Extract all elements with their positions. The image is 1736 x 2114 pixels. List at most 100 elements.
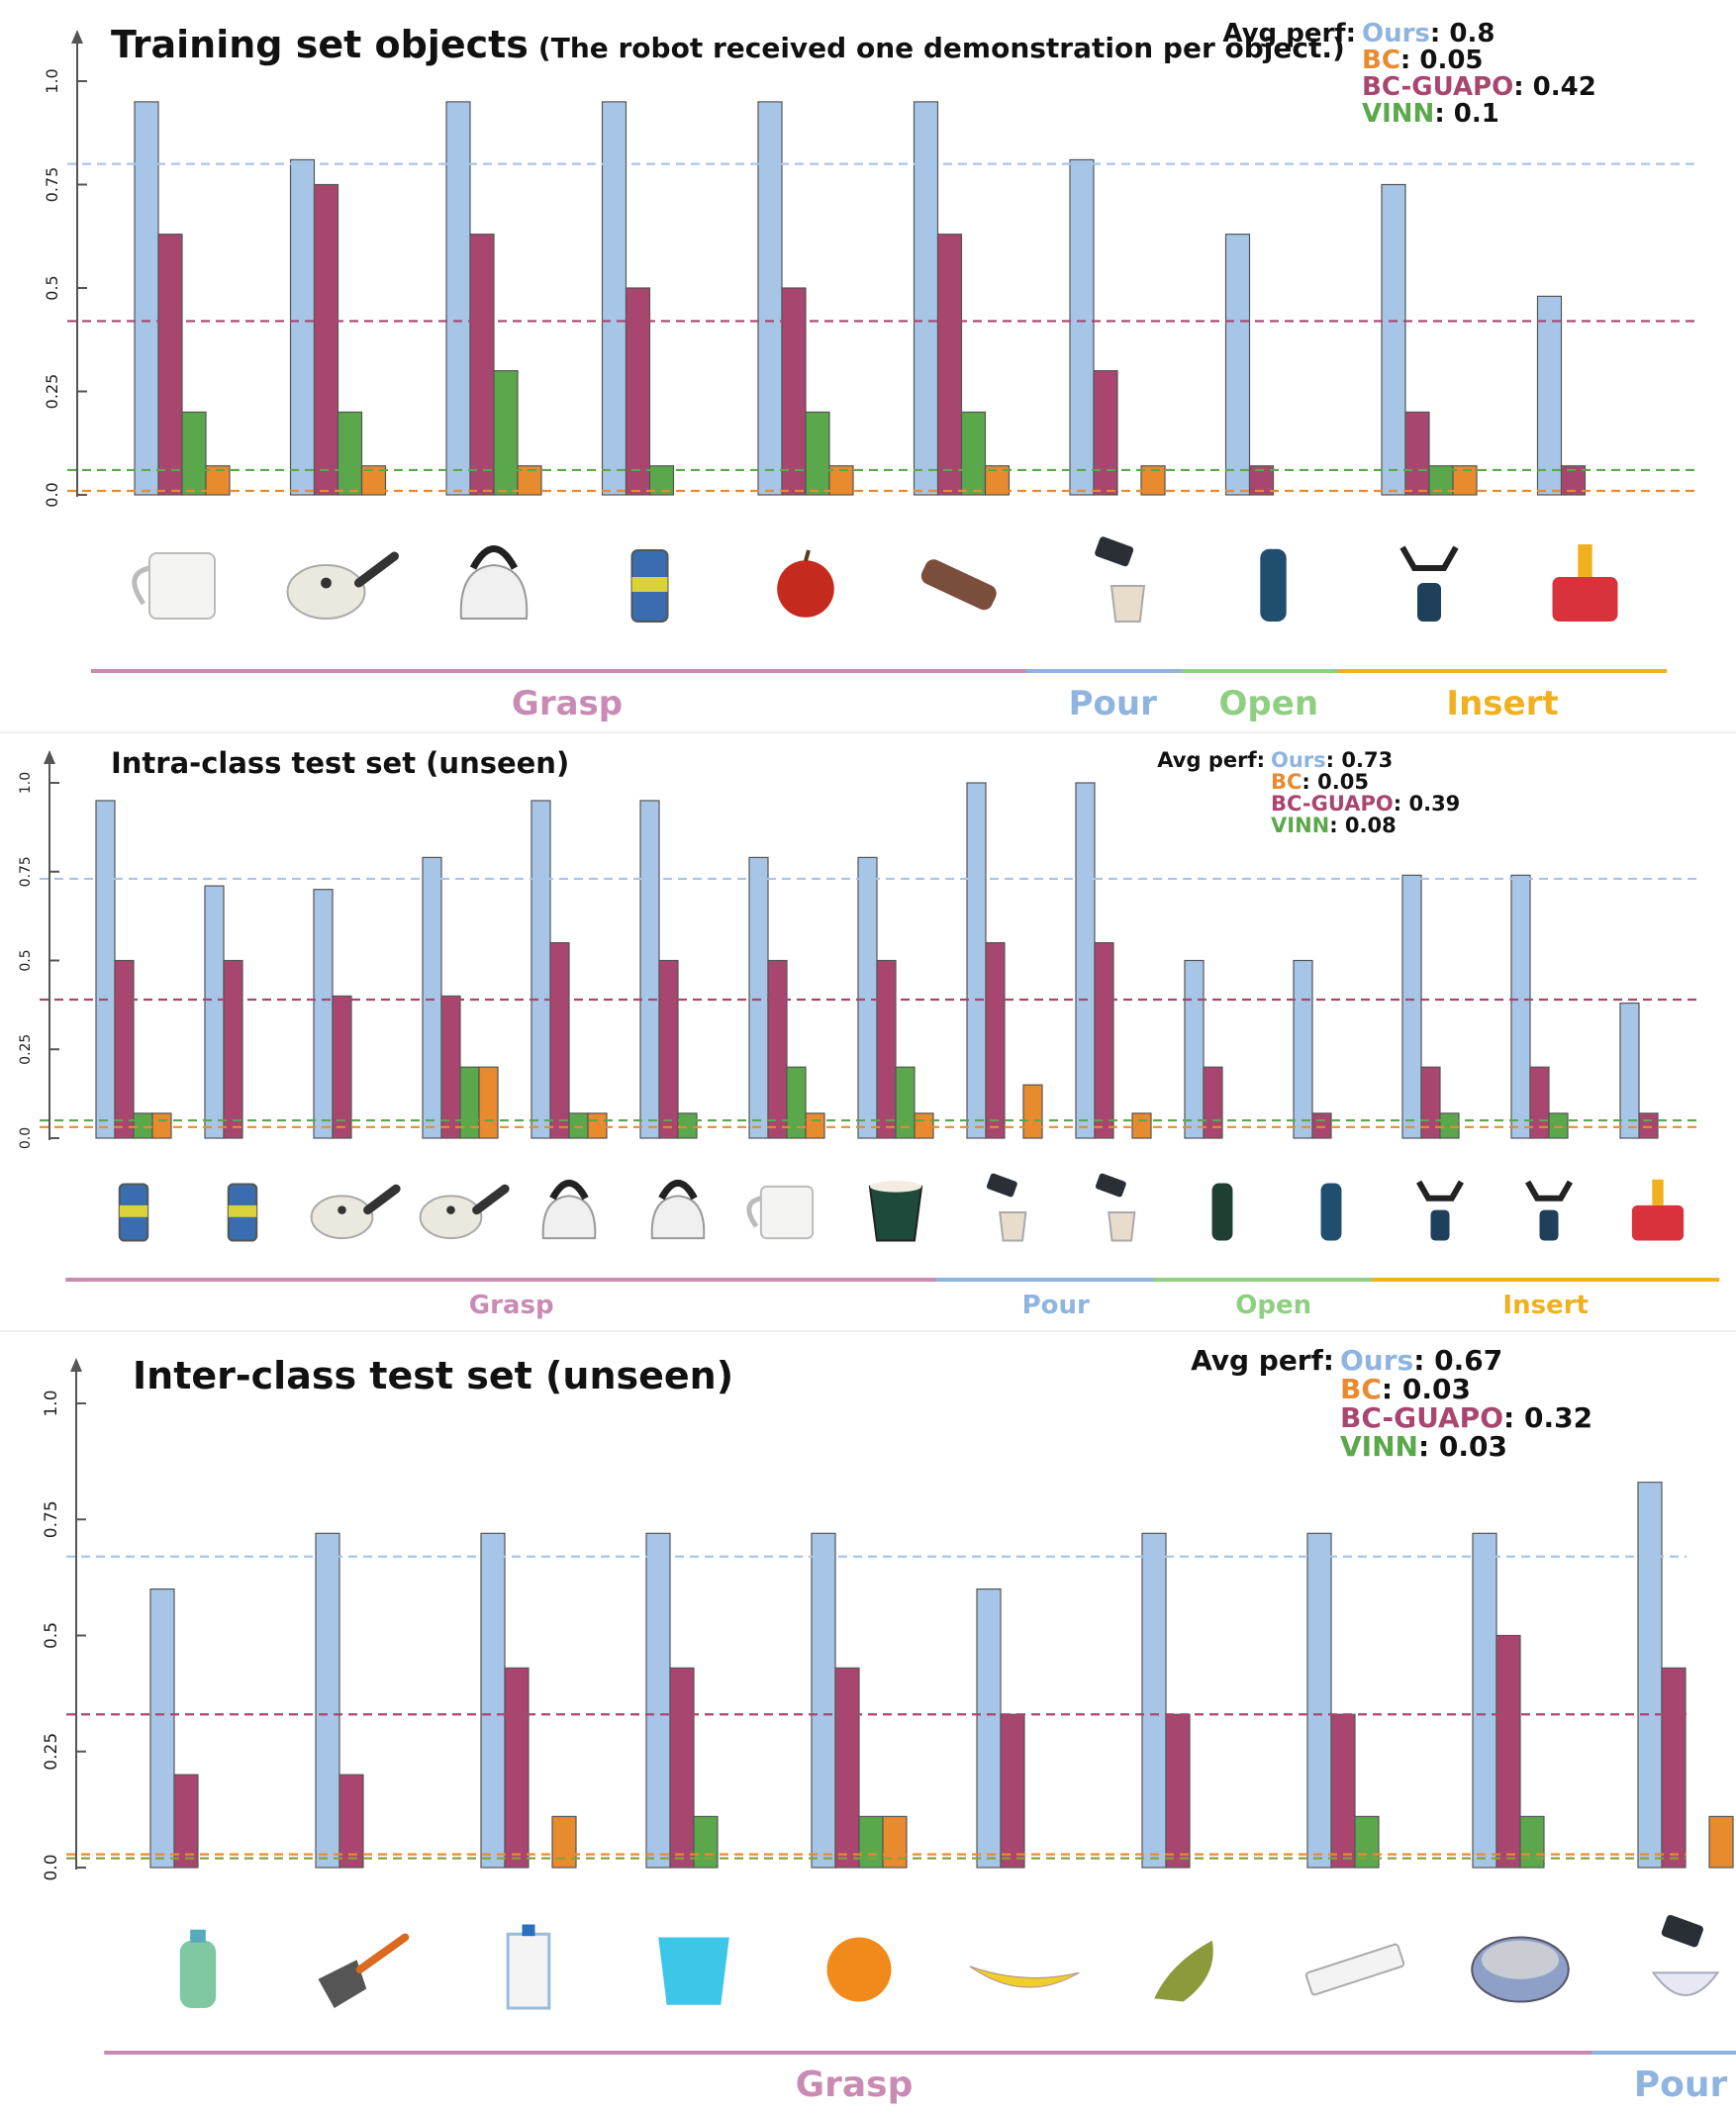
apple-body: [777, 560, 834, 618]
bottle-body: [1260, 548, 1287, 622]
bar-ours: [1306, 1532, 1332, 1869]
bar-ours: [1141, 1532, 1167, 1869]
bar-ours: [530, 800, 551, 1139]
y-tick-label: 0.75: [43, 167, 61, 203]
toaster-arm: [1652, 1179, 1664, 1205]
y-axis-arrow-icon: [70, 1358, 82, 1372]
y-tick-label: 0.25: [18, 1034, 34, 1065]
bar-bc: [1131, 1112, 1152, 1139]
avg-perf-label: Avg perf:: [1191, 1344, 1334, 1377]
pan-knob: [446, 1205, 455, 1214]
chart-title: Intra-class test set (unseen): [111, 746, 569, 780]
bar-bc: [1708, 1815, 1734, 1869]
can-band: [119, 1204, 148, 1217]
avg-perf-bcguapo-name: BC-GUAPO: [1340, 1401, 1503, 1434]
bar-ours: [639, 800, 660, 1139]
avg-perf-bcguapo: BC-GUAPO: 0.39: [1271, 792, 1460, 816]
bar-vinn: [337, 411, 363, 496]
avg-perf-vinn-value: : 0.1: [1434, 99, 1499, 129]
can-icon: [118, 1183, 149, 1242]
avg-perf-ours: Ours: 0.73: [1271, 748, 1393, 772]
tall-bottle-icon: [1320, 1183, 1342, 1241]
mug-handle: [746, 1196, 762, 1228]
pan-icon: [419, 1184, 510, 1240]
banana-icon: [969, 1966, 1080, 1988]
bottle-lying-icon: [920, 559, 997, 611]
avg-perf-ours: Ours: 0.67: [1340, 1344, 1502, 1377]
apple-icon: [777, 549, 834, 618]
bar-bcguapo: [1495, 1634, 1521, 1869]
toaster-icon: [1552, 544, 1618, 622]
bar-bcguapo: [834, 1667, 860, 1869]
bar-ours: [976, 1587, 1002, 1869]
bar-ours: [857, 856, 878, 1139]
group-label-insert: Insert: [1502, 1291, 1589, 1320]
pan-handle: [363, 1184, 401, 1215]
bottle-body: [179, 1940, 217, 2008]
pear-body: [1154, 1940, 1213, 2002]
bottle-cap: [190, 1929, 206, 1943]
gripper: [1095, 1173, 1126, 1198]
bar-vinn: [693, 1815, 719, 1869]
bar-vinn: [677, 1112, 698, 1139]
bar-ours: [289, 158, 316, 496]
bar-bcguapo: [876, 959, 897, 1139]
bar-ours: [966, 782, 987, 1139]
pot-icon: [1471, 1936, 1570, 2003]
bar-bc: [914, 1112, 934, 1139]
bottle-icon: [1211, 1183, 1233, 1241]
avg-perf-bcguapo-name: BC-GUAPO: [1271, 792, 1394, 816]
mug-icon: [132, 552, 216, 620]
toaster-body: [1631, 1204, 1685, 1241]
avg-perf-bcguapo: BC-GUAPO: 0.32: [1340, 1401, 1592, 1434]
strip-body: [1304, 1943, 1405, 1996]
bar-bc: [551, 1815, 577, 1869]
bar-ours: [1510, 874, 1531, 1139]
bar-ours: [422, 856, 442, 1139]
bar-bcguapo: [1094, 941, 1114, 1139]
bar-bcguapo: [658, 959, 679, 1139]
pan-body: [286, 564, 366, 620]
bar-bcguapo: [767, 959, 788, 1139]
bar-ours: [913, 101, 939, 496]
brush-handle: [355, 1933, 410, 1973]
bar-vinn: [858, 1815, 884, 1869]
brush-bristles: [318, 1960, 367, 2008]
gripper: [1416, 1180, 1464, 1201]
bar-bcguapo: [469, 234, 495, 496]
y-tick-label: 1.0: [18, 772, 34, 794]
kettle-icon: [459, 545, 529, 620]
y-tick-label: 0.0: [18, 1127, 34, 1149]
gripper: [1525, 1180, 1573, 1201]
avg-perf-vinn-name: VINN: [1271, 814, 1329, 837]
avg-perf-vinn-name: VINN: [1340, 1430, 1418, 1463]
kettle-handle: [658, 1179, 698, 1201]
bar-ours: [1075, 782, 1096, 1139]
avg-perf-ours-value: : 0.67: [1413, 1344, 1502, 1377]
cup-rim: [869, 1181, 922, 1193]
bar-bcguapo: [338, 1774, 364, 1869]
bar-vinn: [960, 411, 987, 496]
toaster-icon: [1631, 1179, 1685, 1241]
bar-ours: [134, 101, 159, 496]
gripper-bottle-icon: [1525, 1180, 1573, 1241]
avg-perf-bc-name: BC: [1271, 770, 1302, 794]
bar-vinn: [895, 1066, 916, 1139]
gripper: [1095, 536, 1134, 567]
y-tick-label: 0.75: [42, 1500, 61, 1538]
bar-ours: [315, 1532, 340, 1869]
toaster-body: [1552, 577, 1618, 622]
bar-vinn: [181, 411, 207, 496]
gripper-bottle-icon: [1399, 545, 1459, 622]
kettle-body: [650, 1195, 706, 1240]
bar-bc: [1022, 1084, 1043, 1139]
pour-cup-icon: [1095, 536, 1146, 623]
kettle-handle: [549, 1179, 589, 1201]
bar-ours: [313, 889, 334, 1139]
pour-bowl-icon: [1651, 1914, 1720, 1996]
pear-icon: [1154, 1940, 1213, 2002]
mug-body: [148, 552, 216, 620]
gripper: [1661, 1914, 1703, 1948]
bar-vinn: [568, 1112, 589, 1139]
